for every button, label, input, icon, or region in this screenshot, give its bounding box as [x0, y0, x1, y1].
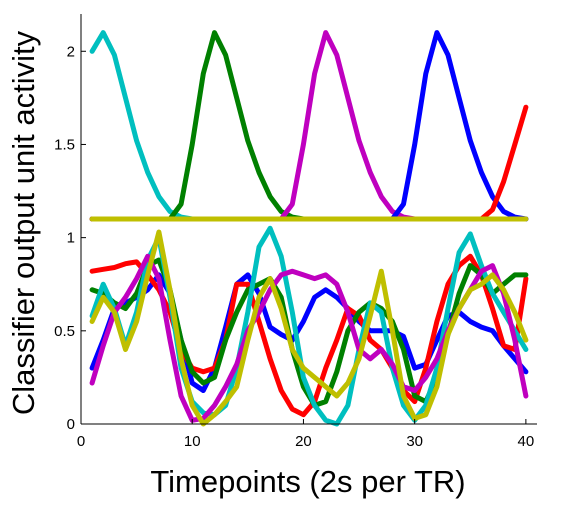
y-tick-label: 1.5	[54, 136, 75, 153]
axes-layer: 0 10 20 30 40 0 0.5 1 1.5 2	[54, 14, 537, 450]
x-tick-label: 20	[295, 433, 312, 450]
x-tick-label: 40	[518, 433, 535, 450]
y-axis-label: Classifier output unit activity	[6, 30, 41, 415]
x-tick-label: 10	[184, 433, 201, 450]
series-line-upper-1	[89, 30, 529, 222]
x-tick-label: 30	[406, 433, 423, 450]
y-tick-label: 0.5	[54, 323, 75, 340]
series-line-lower-12	[89, 229, 529, 427]
x-axis-label: Timepoints (2s per TR)	[150, 464, 465, 499]
y-tick-label: 1	[67, 230, 75, 247]
series-line-lower-10	[89, 225, 529, 427]
y-tick-label: 0	[67, 416, 75, 433]
y-tick-label: 2	[67, 43, 75, 60]
series-layer	[89, 30, 529, 427]
x-tick-label: 0	[77, 433, 85, 450]
